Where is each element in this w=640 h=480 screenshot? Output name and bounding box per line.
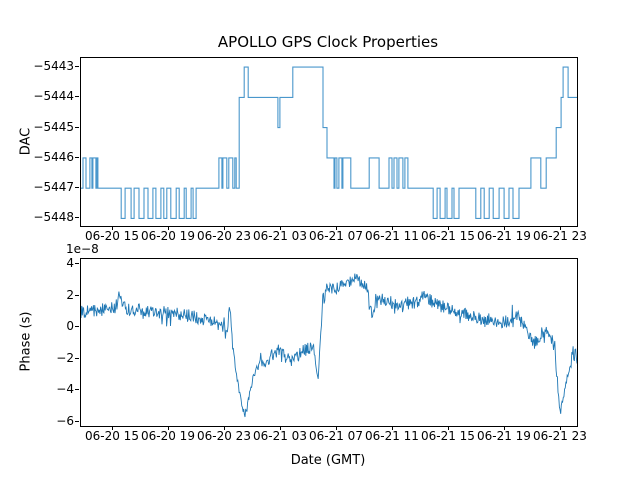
y-tick-label: −4: [56, 382, 74, 397]
x-tick-mark: [391, 226, 393, 230]
x-tick-mark: [111, 426, 113, 430]
x-tick-mark: [559, 426, 561, 430]
y-tick-mark: [75, 126, 79, 128]
x-tick-mark: [559, 226, 561, 230]
x-tick-label: 06-21 11: [364, 429, 419, 443]
x-tick-label: 06-20 23: [197, 229, 251, 243]
y-tick-label: −5444: [33, 89, 74, 104]
y-tick-mark: [75, 156, 79, 158]
y-tick-label: −5443: [33, 59, 74, 74]
x-tick-label: 06-21 19: [476, 429, 531, 443]
y-tick-mark: [75, 326, 79, 328]
dac-axes: [80, 57, 578, 227]
x-tick-mark: [167, 426, 169, 430]
y-tick-label: 2: [66, 287, 74, 302]
x-tick-label: 06-20 19: [141, 229, 195, 243]
x-tick-label: 06-21 15: [420, 229, 475, 243]
y-tick-label: 0: [66, 319, 74, 334]
x-tick-mark: [279, 426, 281, 430]
y-tick-mark: [75, 357, 79, 359]
y-tick-mark: [75, 217, 79, 219]
phase-y-axis-label: Phase (s): [18, 311, 34, 372]
x-tick-mark: [391, 426, 393, 430]
x-tick-label: 06-20 23: [197, 429, 251, 443]
y-tick-label: −6: [56, 414, 74, 429]
x-tick-label: 06-21 11: [364, 229, 419, 243]
x-tick-label: 06-21 07: [309, 429, 363, 443]
phase-offset-text: 1e−8: [66, 242, 99, 256]
x-tick-mark: [503, 226, 505, 230]
y-tick-label: −5447: [33, 180, 74, 195]
y-tick-label: 4: [66, 256, 74, 271]
y-tick-mark: [75, 389, 79, 391]
y-tick-label: −5448: [33, 210, 74, 225]
y-tick-mark: [75, 263, 79, 265]
x-tick-mark: [223, 426, 225, 430]
x-tick-label: 06-21 23: [532, 229, 587, 243]
phase-axes: [80, 258, 578, 427]
y-tick-mark: [75, 187, 79, 189]
x-tick-label: 06-21 23: [532, 429, 587, 443]
y-tick-label: −5445: [33, 119, 74, 134]
x-tick-mark: [447, 426, 449, 430]
x-tick-mark: [335, 426, 337, 430]
x-tick-mark: [503, 426, 505, 430]
x-tick-label: 06-21 15: [420, 429, 475, 443]
y-tick-label: −2: [56, 350, 74, 365]
x-tick-label: 06-20 15: [85, 229, 139, 243]
chart-title: APOLLO GPS Clock Properties: [217, 33, 439, 51]
x-tick-label: 06-20 19: [141, 429, 195, 443]
x-axis-label: Date (GMT): [290, 453, 366, 468]
x-tick-mark: [335, 226, 337, 230]
y-tick-mark: [75, 294, 79, 296]
x-tick-label: 06-21 19: [476, 229, 531, 243]
x-tick-mark: [167, 226, 169, 230]
x-tick-mark: [279, 226, 281, 230]
x-tick-mark: [223, 226, 225, 230]
y-tick-label: −5446: [33, 149, 74, 164]
dac-step-line: [81, 66, 577, 219]
x-tick-label: 06-21 07: [309, 229, 363, 243]
phase-noise-line: [81, 273, 577, 418]
y-tick-mark: [75, 96, 79, 98]
y-tick-mark: [75, 66, 79, 68]
x-tick-label: 06-21 03: [253, 429, 307, 443]
y-tick-mark: [75, 421, 79, 423]
x-tick-mark: [447, 226, 449, 230]
x-tick-mark: [111, 226, 113, 230]
x-tick-label: 06-21 03: [253, 229, 307, 243]
x-tick-label: 06-20 15: [85, 429, 139, 443]
